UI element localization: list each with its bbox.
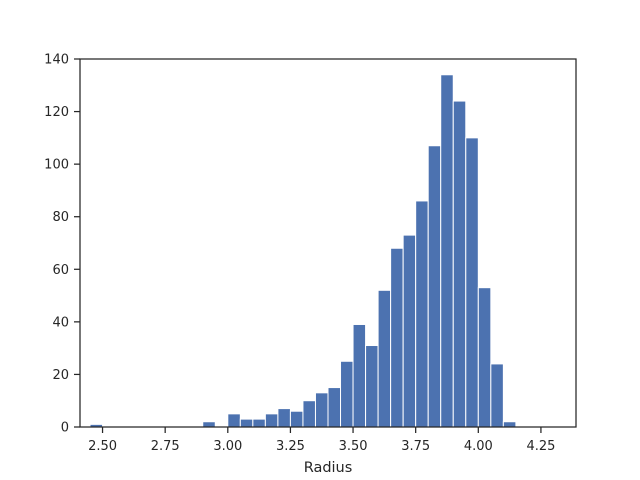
x-tick-label: 3.25 [276, 439, 305, 454]
histogram-bar [377, 289, 392, 428]
y-tick-label: 60 [52, 263, 69, 278]
y-tick-label: 120 [44, 105, 69, 120]
histogram-bar [264, 413, 279, 428]
plot-frame [79, 58, 577, 428]
y-axis-ticks: 0 20 40 60 80 100 120 140 [44, 53, 80, 436]
x-tick-label: 2.75 [151, 439, 180, 454]
histogram-bar [390, 247, 404, 428]
histogram-bar [277, 408, 291, 428]
histogram-bar [289, 410, 304, 428]
x-axis-ticks: 2.50 2.75 3.00 3.25 3.50 3.75 4.00 4.25 [88, 427, 555, 454]
x-tick-label: 4.25 [526, 439, 555, 454]
y-tick-label: 0 [61, 421, 69, 436]
histogram-bar [252, 418, 266, 428]
histogram-bar [402, 234, 417, 428]
histogram-bar [415, 200, 429, 428]
histogram-bar [502, 421, 517, 428]
histogram-bar [239, 418, 254, 428]
histogram-bar [227, 413, 241, 428]
y-tick-label: 40 [52, 315, 69, 330]
x-tick-label: 4.00 [464, 439, 493, 454]
x-tick-label: 2.50 [88, 439, 117, 454]
histogram-bar [465, 137, 479, 428]
histogram-bar [314, 392, 329, 428]
histogram-bar [427, 145, 442, 428]
x-tick-label: 3.00 [213, 439, 242, 454]
histogram-bar [440, 74, 454, 428]
y-tick-label: 80 [52, 210, 69, 225]
histogram-bar [302, 400, 316, 428]
histogram-bar [340, 360, 354, 428]
histogram-bar [452, 100, 467, 428]
y-tick-label: 140 [44, 53, 69, 68]
histogram-bar [327, 387, 342, 428]
y-tick-label: 100 [44, 158, 69, 173]
x-tick-label: 3.50 [339, 439, 368, 454]
x-tick-label: 3.75 [401, 439, 430, 454]
histogram-bars [89, 74, 517, 428]
histogram-bar [477, 287, 492, 428]
x-axis-label: Radius [304, 460, 353, 476]
histogram-bar [202, 421, 216, 428]
histogram-bar [352, 323, 367, 428]
y-tick-label: 20 [52, 368, 69, 383]
histogram-bar [490, 363, 504, 428]
histogram-bar [365, 345, 379, 428]
